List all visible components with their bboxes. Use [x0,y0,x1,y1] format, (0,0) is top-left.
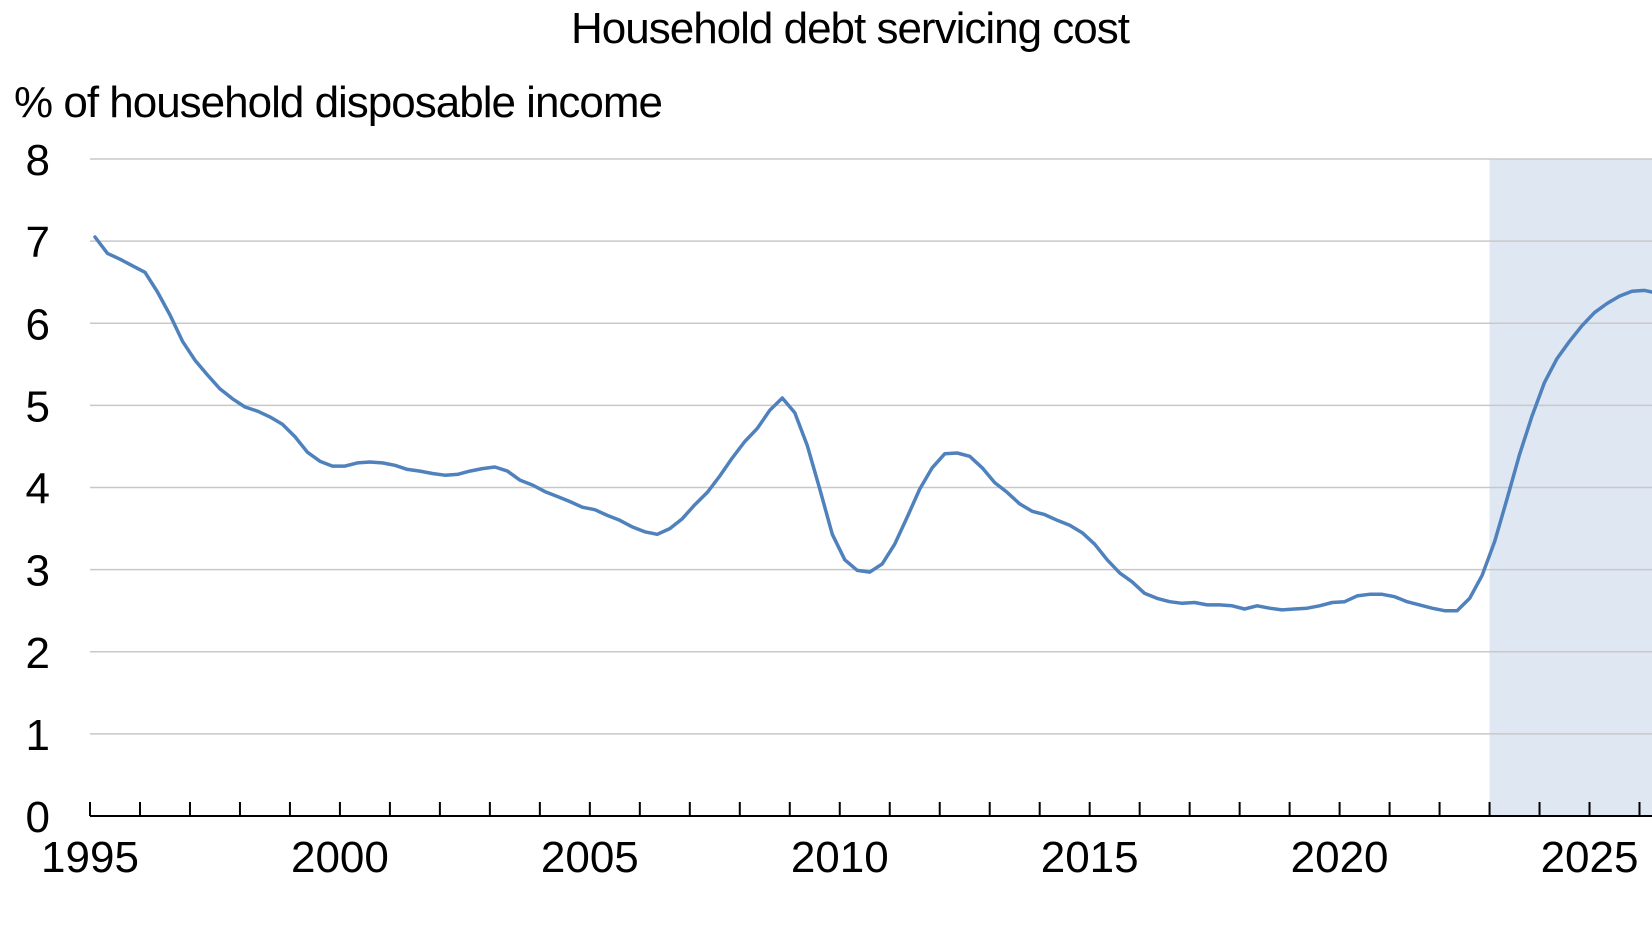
y-tick-label: 8 [26,136,50,185]
x-axis [89,802,1652,817]
y-tick-label: 2 [26,629,50,678]
x-tick-label: 2020 [1291,833,1389,882]
y-axis-tick-labels: 0 1 2 3 4 5 6 7 8 [26,136,50,842]
y-tick-label: 6 [26,300,50,349]
y-tick-label: 0 [26,793,50,842]
y-axis-unit-label: % of household disposable income [14,78,663,127]
x-tick-label: 2015 [1041,833,1139,882]
x-tick-label: 2000 [291,833,389,882]
x-tick-label: 2010 [791,833,889,882]
gridlines [90,158,1652,735]
x-tick-label: 2025 [1541,833,1639,882]
series-line [93,235,1652,613]
y-tick-label: 5 [26,382,50,431]
x-tick-label: 1995 [41,833,139,882]
y-tick-label: 7 [26,218,50,267]
y-tick-label: 4 [26,465,50,514]
y-tick-label: 3 [26,547,50,596]
y-tick-label: 1 [26,711,50,760]
chart-title: Household debt servicing cost [571,4,1130,53]
x-tick-label: 2005 [541,833,639,882]
x-axis-tick-labels: 1995 2000 2005 2010 2015 2020 2025 [41,833,1638,882]
